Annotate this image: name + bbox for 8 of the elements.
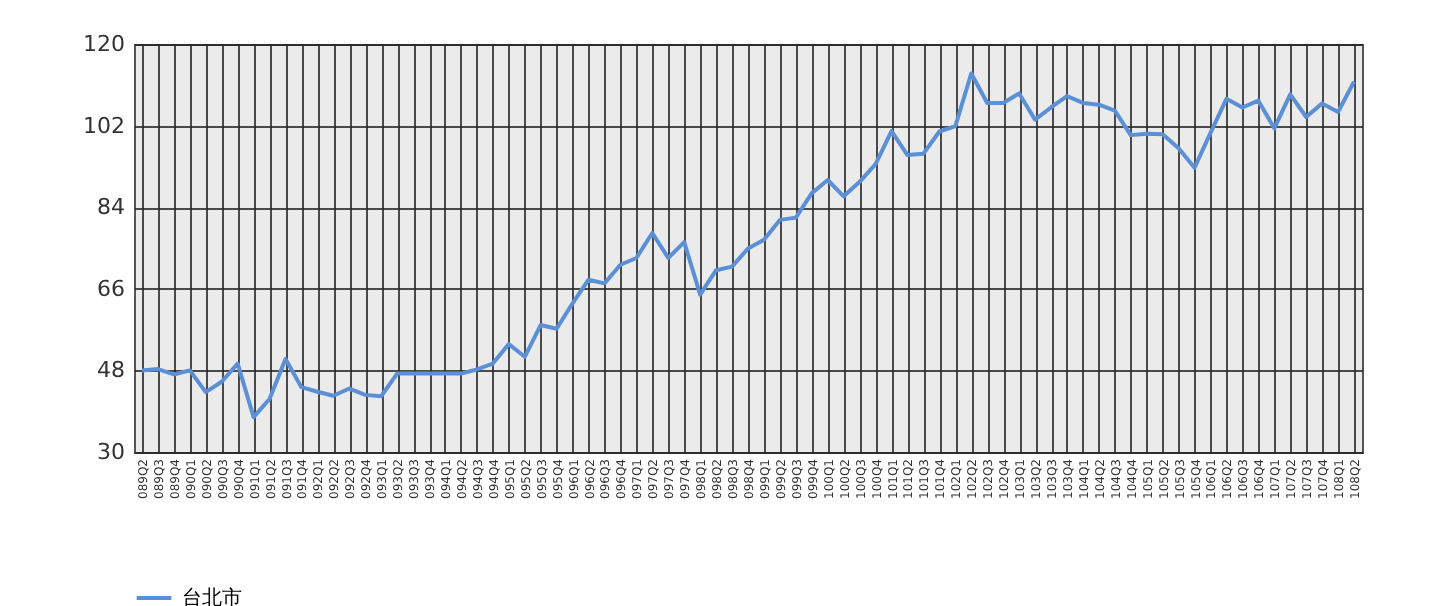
legend-label: 台北市 bbox=[182, 586, 242, 606]
y-tick-label: 120 bbox=[83, 31, 125, 57]
y-tick-label: 66 bbox=[97, 275, 125, 302]
y-tick-label: 48 bbox=[97, 357, 125, 384]
line-series bbox=[139, 71, 1357, 420]
y-tick-label: 102 bbox=[83, 112, 125, 139]
y-tick-label: 30 bbox=[97, 439, 125, 465]
y-tick-label: 84 bbox=[97, 194, 125, 221]
